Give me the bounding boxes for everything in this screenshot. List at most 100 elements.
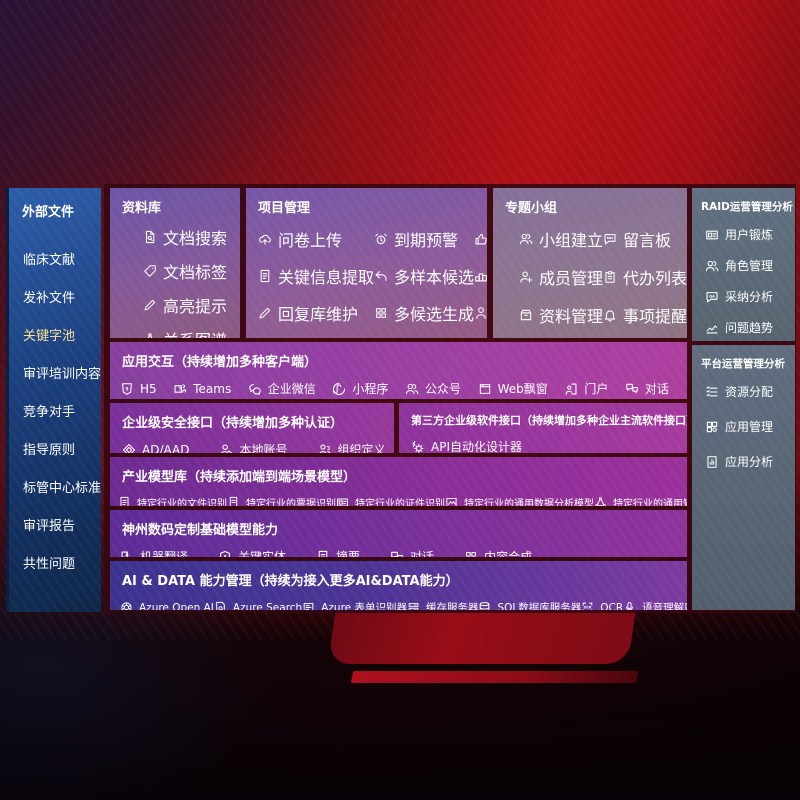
item-alarm[interactable]: 到期预警 xyxy=(374,227,474,251)
item-form[interactable]: Azure 表单识别器 xyxy=(302,600,407,610)
raid-analysis-list: 用户锻炼角色管理 QA 采纳分析问题趋势 xyxy=(692,216,795,336)
item-label: 应用分析 xyxy=(725,455,774,469)
item-thumb[interactable]: 点赞感谢 xyxy=(474,227,487,251)
item-podium[interactable]: 内部专家排名 xyxy=(474,264,487,288)
item-portal[interactable]: 门户 xyxy=(564,380,608,397)
item-label: 采纳分析 xyxy=(725,290,774,304)
item-id-card[interactable]: 用户锻炼 xyxy=(705,226,793,243)
item-compose[interactable]: 内容合成 xyxy=(464,548,532,557)
item-label[interactable]: 临床文献 xyxy=(23,249,97,268)
item-tts[interactable]: TTTS xyxy=(684,601,687,610)
item-label[interactable]: 竞争对手 xyxy=(23,401,97,420)
item-label: 特定行业的证件识别 xyxy=(355,499,445,506)
item-dialog[interactable]: 对话 xyxy=(625,380,669,397)
item-label: 语音理解 xyxy=(642,602,685,610)
item-trend[interactable]: 问题趋势 xyxy=(705,319,793,336)
ai-data-band: AI & DATA 能力管理（持续为接入更多AI&DATA能力） Azure O… xyxy=(110,561,687,610)
item-database[interactable]: SQL数据库服务器 xyxy=(478,600,581,610)
item-shield-diamond[interactable]: AD/AAD xyxy=(122,442,190,454)
item-graph[interactable]: 特定行业的通用知识图谱模型 xyxy=(594,495,687,506)
item-ocr[interactable]: OCR OCR xyxy=(581,601,623,610)
item-server[interactable]: 缓存服务器 xyxy=(407,600,478,610)
compose-icon xyxy=(376,308,386,318)
podium-icon xyxy=(475,273,487,282)
item-doc-lines[interactable]: 摘要 xyxy=(316,548,360,557)
item-receipt[interactable]: 特定行业的票据识别 xyxy=(227,495,336,506)
item-compose[interactable]: 多候选生成 xyxy=(374,301,474,325)
item-bell[interactable]: 事项提醒 xyxy=(603,303,687,327)
item-label[interactable]: 发补文件 xyxy=(23,287,97,306)
item-people[interactable]: 公众号 xyxy=(405,380,461,397)
item-label[interactable]: 审评培训内容 xyxy=(23,363,101,382)
list-icon xyxy=(706,385,718,396)
item-label[interactable]: 共性问题 xyxy=(23,553,97,572)
item-org[interactable]: 组织定义 xyxy=(318,441,386,453)
item-label: 角色管理 xyxy=(725,259,774,273)
item-entity[interactable]: A 关键实体 xyxy=(218,548,286,557)
item-teams[interactable]: T Teams xyxy=(173,382,231,396)
project-management-title: 项目管理 xyxy=(258,201,311,216)
item-report[interactable]: 应用分析 xyxy=(705,453,793,470)
item-pen[interactable]: 回复库维护 xyxy=(258,301,374,325)
item-chat-qa[interactable]: QA 采纳分析 xyxy=(705,288,793,305)
item-mini[interactable]: 小程序 xyxy=(332,380,388,397)
security-interface-title: 企业级安全接口（持续增加多种认证） xyxy=(122,416,344,431)
background-red-shape xyxy=(328,608,636,664)
library-list: 文档搜索文档标签高亮提示关系图谱文档分类 xyxy=(110,220,240,338)
item-person[interactable]: 评审员画像 xyxy=(474,301,487,325)
item-search-doc[interactable]: Azure Search xyxy=(214,601,302,610)
item-label: 机器翻译 xyxy=(140,550,189,557)
item-label: 临床文献 xyxy=(23,253,76,268)
item-label[interactable]: 标管中心标准 xyxy=(23,477,101,496)
item-label: 特定行业的文件识别 xyxy=(137,499,227,506)
portal-icon xyxy=(565,383,577,395)
item-wechat[interactable]: 企业微信 xyxy=(248,380,316,397)
item-translate[interactable]: A 机器翻译 xyxy=(120,548,188,557)
item-label: 高亮提示 xyxy=(163,297,228,316)
item-doc-lines[interactable]: 特定行业的文件识别 xyxy=(118,495,227,506)
item-doc-lines[interactable]: 关键信息提取 xyxy=(258,264,374,288)
item-label[interactable]: 关键字池 xyxy=(23,325,97,344)
item-apps[interactable]: 应用管理 xyxy=(705,418,793,435)
item-window[interactable]: Web飘窗 xyxy=(478,380,548,397)
item-person-gear[interactable]: 本地账号 xyxy=(219,441,288,453)
svg-text:QA: QA xyxy=(709,294,715,298)
item-gear-bolt[interactable]: API自动化设计器 xyxy=(411,438,522,453)
item-openai[interactable]: Azure Open AI xyxy=(120,601,214,610)
item-people[interactable]: 小组建立 xyxy=(519,227,603,251)
item-image-chart[interactable]: 特定行业的通用数据分析模型 xyxy=(445,495,594,506)
project-management-list: 问卷上传 到期预警 点赞感谢关键信息提取多样本候选内部专家排名回复库维护 多候选生成评… xyxy=(246,220,487,338)
graph-icon xyxy=(595,497,606,506)
item-id-card[interactable]: 特定行业的证件识别 xyxy=(336,495,445,506)
item-dialog[interactable]: 对话 xyxy=(390,548,434,557)
item-person-add[interactable]: 成员管理 xyxy=(519,265,603,289)
archive-icon xyxy=(520,309,532,321)
alarm-icon xyxy=(375,233,387,245)
item-clipboard[interactable]: 代办列表 xyxy=(603,265,687,289)
item-cloud-up[interactable]: 问卷上传 xyxy=(258,227,374,251)
openai-icon xyxy=(121,602,132,610)
item-bbs[interactable]: BBS 留言板 xyxy=(603,227,687,251)
item-label: AD/AAD xyxy=(142,442,190,454)
item-label[interactable]: 审评报告 xyxy=(23,515,97,534)
item-archive[interactable]: 资料管理 xyxy=(519,303,603,327)
item-label[interactable]: 指导原则 xyxy=(23,439,97,458)
platform-analysis-list: 资源分配应用管理应用分析 xyxy=(692,373,795,470)
bell-icon xyxy=(604,310,616,322)
people-icon xyxy=(705,260,719,271)
item-people[interactable]: 角色管理 xyxy=(705,257,793,274)
external-files-title: 外部文件 xyxy=(22,205,75,220)
item-doc-search[interactable]: 文档搜索 xyxy=(143,225,234,249)
item-reply[interactable]: 多样本候选 xyxy=(374,264,474,288)
item-list[interactable]: 资源分配 xyxy=(705,383,793,400)
item-label: 组织定义 xyxy=(337,443,386,453)
item-graph[interactable]: 关系图谱 xyxy=(143,327,234,338)
item-label: 关键实体 xyxy=(238,550,287,557)
people-icon xyxy=(405,383,419,394)
item-pen[interactable]: 高亮提示 xyxy=(143,293,234,317)
chat-qa-icon: QA xyxy=(706,291,718,302)
item-tag[interactable]: 文档标签 xyxy=(143,259,234,283)
base-model-band: 神州数码定制基础模型能力 A 机器翻译 A 关键实体 摘要 对话 内容合成 xyxy=(110,510,687,557)
item-html5[interactable]: 5 H5 xyxy=(120,382,157,396)
item-speech[interactable]: 语音理解 xyxy=(623,600,684,610)
